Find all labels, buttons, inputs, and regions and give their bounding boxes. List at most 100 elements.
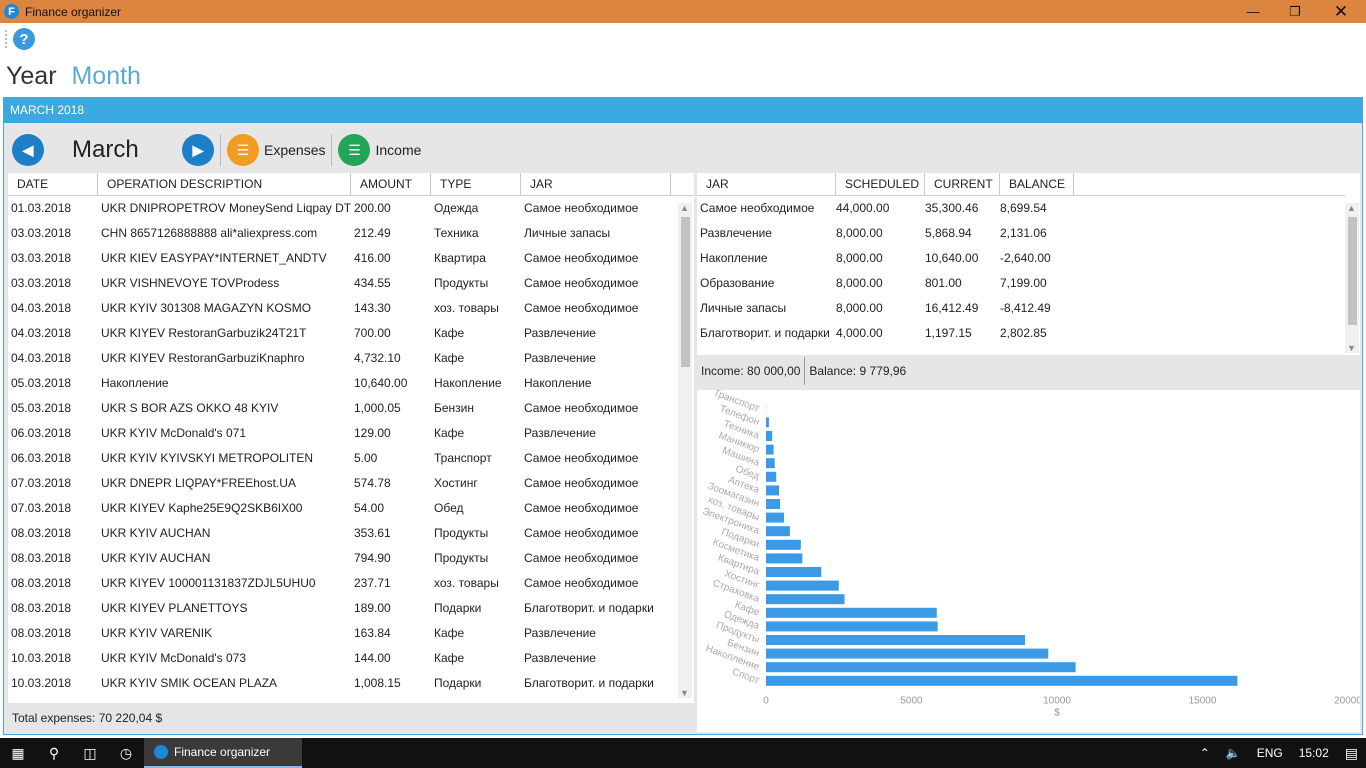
cell-date: 04.03.2018 [11, 351, 72, 365]
expenses-button[interactable]: ☰ Expenses [227, 134, 325, 166]
scroll-down-icon[interactable]: ▼ [680, 688, 689, 698]
month-label: March [72, 136, 139, 163]
task-view-icon[interactable]: ◫ [83, 744, 97, 761]
table-row[interactable]: 03.03.2018 UKR KIEV EASYPAY*INTERNET_ANDT… [8, 246, 694, 271]
cell-balance: -8,412.49 [1000, 301, 1051, 315]
cell-type: Продукты [434, 551, 489, 565]
clock-app-icon[interactable]: ◷ [119, 744, 133, 761]
table-row[interactable]: 01.03.2018 UKR DNIPROPETROV MoneySend Liq… [8, 196, 694, 221]
cell-amount: 5.00 [354, 451, 378, 465]
column-header-current[interactable]: CURRENT [925, 173, 1000, 195]
scroll-thumb[interactable] [1348, 217, 1357, 325]
taskbar-app-finance-organizer[interactable]: Finance organizer [144, 738, 302, 768]
table-row[interactable]: 06.03.2018 UKR KYIV McDonald's 071 129.00 К… [8, 421, 694, 446]
column-header-date[interactable]: DATE [8, 173, 98, 195]
bar [766, 444, 774, 455]
column-header-jar[interactable]: JAR [521, 173, 671, 195]
cell-jar: Личные запасы [700, 301, 787, 315]
scroll-thumb[interactable] [681, 217, 690, 367]
table-row[interactable]: 07.03.2018 UKR KIYEV Kaphe25E9Q2SKB6IX00 5… [8, 496, 694, 521]
column-header-jar[interactable]: JAR [697, 173, 836, 195]
cell-jar: Самое необходимое [524, 451, 639, 465]
table-row[interactable]: Самое необходимое 44,000.00 35,300.46 8,699… [697, 196, 1360, 221]
cell-amount: 237.71 [354, 576, 391, 590]
cell-amount: 4,732.10 [354, 351, 401, 365]
bar [766, 580, 839, 591]
table-row[interactable]: Благотворит. и подарки 4,000.00 1,197.15 2,… [697, 321, 1360, 346]
column-header-type[interactable]: TYPE [431, 173, 521, 195]
table-row[interactable]: 08.03.2018 UKR KIYEV PLANETTOYS 189.00 Пода… [8, 596, 694, 621]
scroll-down-icon[interactable]: ▼ [1347, 343, 1356, 353]
cell-jar: Самое необходимое [524, 401, 639, 415]
table-row[interactable]: 03.03.2018 CHN 8657126888888 ali*aliexpre… [8, 221, 694, 246]
maximize-button[interactable]: ❐ [1289, 3, 1301, 19]
cell-amount: 200.00 [354, 201, 391, 215]
table-row[interactable]: 10.03.2018 UKR KYIV SMIK OCEAN PLAZA 1,008… [8, 671, 694, 696]
table-row[interactable]: Развлечение 8,000.00 5,868.94 2,131.06 [697, 221, 1360, 246]
cell-jar: Развлечение [524, 626, 596, 640]
minimize-button[interactable]: — [1246, 4, 1260, 19]
notifications-icon[interactable]: ▤ [1344, 744, 1358, 761]
table-row[interactable]: 10.03.2018 UKR KYIV McDonald's 073 144.00 К… [8, 646, 694, 671]
month-toolbar: ◀​ March ▶ ☰ Expenses ☰ Income [12, 130, 421, 170]
column-header-scheduled[interactable]: SCHEDULED [836, 173, 925, 195]
cell-jar: Самое необходимое [524, 301, 639, 315]
table-row[interactable]: 07.03.2018 UKR DNEPR LIQPAY*FREEhost.UA 57… [8, 471, 694, 496]
cell-date: 06.03.2018 [11, 451, 72, 465]
x-tick-label: 10000 [1043, 696, 1071, 707]
language-indicator[interactable]: ENG [1256, 746, 1283, 760]
table-row[interactable]: 04.03.2018 UKR KYIV 301308 MAGAZYN KOSMO 1… [8, 296, 694, 321]
table-row[interactable]: 05.03.2018 Накопление 10,640.00 Накопление Н… [8, 371, 694, 396]
cell-amount: 1,008.15 [354, 676, 401, 690]
balance-summary: Balance: 9 779,96 [804, 357, 910, 385]
table-row[interactable]: 08.03.2018 UKR KYIV VARENIK 163.84 Кафе Разв… [8, 621, 694, 646]
cell-date: 05.03.2018 [11, 401, 72, 415]
table-row[interactable]: 05.03.2018 UKR S BOR AZS OKKO 48 KYIV 1,00… [8, 396, 694, 421]
cell-type: Кафе [434, 651, 465, 665]
help-icon[interactable]: ? [13, 28, 35, 50]
table-row[interactable]: 04.03.2018 UKR KIYEV RestoranGarbuzik24T2… [8, 321, 694, 346]
total-expenses-value: 70 220,04 [98, 711, 153, 725]
table-row[interactable]: 08.03.2018 UKR KYIV AUCHAN 353.61 Продукты С… [8, 521, 694, 546]
jars-scrollbar[interactable]: ▲ ▼ [1345, 203, 1359, 353]
cell-amount: 1,000.05 [354, 401, 401, 415]
table-row[interactable]: Накопление 8,000.00 10,640.00 -2,640.00 [697, 246, 1360, 271]
volume-icon[interactable]: 🔈 [1225, 746, 1241, 760]
table-row[interactable]: 06.03.2018 UKR KYIV KYIVSKYI METROPOLITEN… [8, 446, 694, 471]
table-row[interactable]: 03.03.2018 UKR VISHNEVOYE TOVProdess 434.5… [8, 271, 694, 296]
clock[interactable]: 15:02 [1298, 746, 1329, 760]
table-row[interactable]: 08.03.2018 UKR KYIV AUCHAN 794.90 Продукты С… [8, 546, 694, 571]
close-button[interactable]: ✕ [1333, 1, 1349, 21]
bar [766, 648, 1049, 659]
cell-amount: 574.78 [354, 476, 391, 490]
operations-scrollbar[interactable]: ▲ ▼ [678, 203, 692, 698]
previous-month-button[interactable]: ◀​ [12, 134, 44, 166]
table-row[interactable]: Образование 8,000.00 801.00 7,199.00 [697, 271, 1360, 296]
column-header-balance[interactable]: BALANCE [1000, 173, 1074, 195]
income-button[interactable]: ☰ Income [338, 134, 421, 166]
cell-type: Кафе [434, 326, 465, 340]
scroll-up-icon[interactable]: ▲ [680, 203, 689, 213]
bar [766, 458, 775, 469]
column-header-amount[interactable]: AMOUNT [351, 173, 431, 195]
scroll-up-icon[interactable]: ▲ [1347, 203, 1356, 213]
cell-type: Продукты [434, 276, 489, 290]
cell-type: хоз. товары [434, 576, 499, 590]
windows-start-icon[interactable]: ▦ [11, 744, 25, 761]
cell-scheduled: 8,000.00 [836, 251, 883, 265]
cell-type: Кафе [434, 626, 465, 640]
table-row[interactable]: Личные запасы 8,000.00 16,412.49 -8,412.49 [697, 296, 1360, 321]
chevron-up-icon[interactable]: ⌃ [1199, 746, 1210, 760]
column-header-description[interactable]: OPERATION DESCRIPTION [98, 173, 351, 195]
cell-jar: Благотворит. и подарки [524, 601, 654, 615]
cell-jar: Личные запасы [524, 226, 611, 240]
table-row[interactable]: 04.03.2018 UKR KIYEV RestoranGarbuziKnaph… [8, 346, 694, 371]
cell-amount: 353.61 [354, 526, 391, 540]
table-row[interactable]: 08.03.2018 UKR KIYEV 100001131837ZDJL5UHU… [8, 571, 694, 596]
next-month-button[interactable]: ▶ [182, 134, 214, 166]
tab-year[interactable]: Year [6, 62, 57, 90]
tab-month[interactable]: Month [71, 62, 141, 90]
cell-jar: Самое необходимое [524, 251, 639, 265]
search-icon[interactable]: ⚲ [48, 744, 60, 761]
cell-current: 1,197.15 [925, 326, 972, 340]
